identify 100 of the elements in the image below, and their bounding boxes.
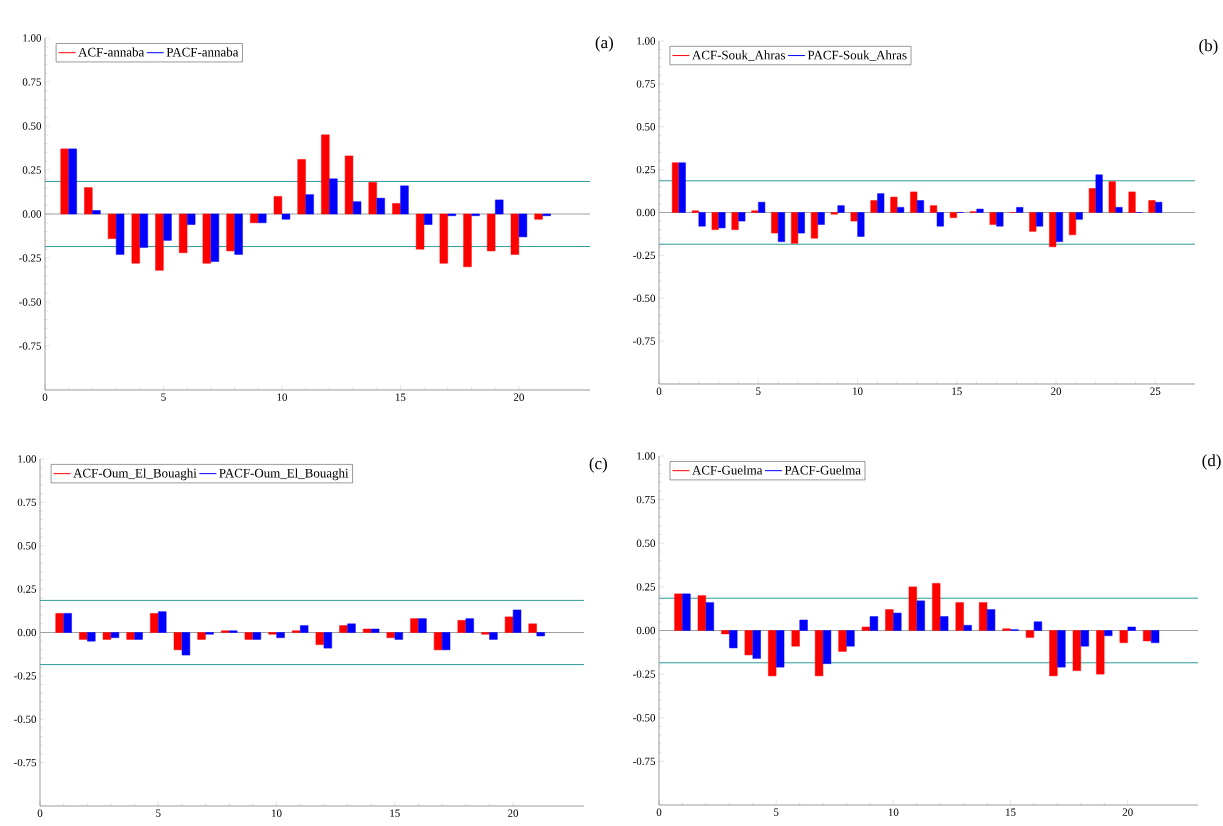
bar xyxy=(489,632,498,640)
y-tick-label: -0.25 xyxy=(14,672,37,680)
y-tick-label: 0.00 xyxy=(636,208,656,217)
bar xyxy=(744,630,753,656)
bar xyxy=(187,213,196,225)
bar xyxy=(368,182,377,215)
bar xyxy=(1049,630,1058,677)
bar xyxy=(178,213,188,253)
chart-title: (c) xyxy=(589,457,607,473)
bar xyxy=(674,593,683,631)
bar xyxy=(916,200,924,213)
legend-label: ACF-annaba xyxy=(78,47,145,57)
bar xyxy=(857,212,865,237)
legend-label: PACF-annaba xyxy=(166,47,239,57)
legend-label: ACF-Oum_El_Bouaghi xyxy=(73,468,197,481)
y-tick-label: 1.00 xyxy=(23,34,42,42)
bar xyxy=(989,212,997,225)
bar xyxy=(738,212,746,222)
bar xyxy=(102,632,112,640)
bar xyxy=(916,600,925,631)
legend-label: ACF-Souk_Ahras xyxy=(692,50,785,61)
bar xyxy=(457,620,466,633)
bar xyxy=(84,187,93,215)
bar xyxy=(682,593,691,631)
bar xyxy=(528,623,537,633)
bar xyxy=(870,200,878,213)
y-tick-label: -0.50 xyxy=(633,714,656,722)
bar xyxy=(234,213,243,255)
bar xyxy=(890,196,898,213)
x-tick-label: 10 xyxy=(272,809,282,817)
bar xyxy=(244,632,253,640)
bar xyxy=(799,619,808,631)
bar xyxy=(1155,201,1163,213)
chart-title: (d) xyxy=(1202,454,1221,470)
bar xyxy=(897,207,905,213)
bar xyxy=(1095,174,1103,213)
x-tick-label: 0 xyxy=(37,809,43,817)
chart-title: (a) xyxy=(595,36,613,52)
x-tick-label: 0 xyxy=(656,808,662,816)
y-tick-label: 0.75 xyxy=(22,78,42,86)
bar xyxy=(258,213,267,224)
bar xyxy=(697,595,707,631)
bar xyxy=(877,193,885,213)
bar xyxy=(315,632,324,645)
bar xyxy=(777,212,786,242)
bar xyxy=(776,630,785,668)
y-tick-label: 0.25 xyxy=(636,165,656,174)
bar xyxy=(986,609,996,631)
bar xyxy=(1119,630,1128,643)
bar xyxy=(791,630,800,647)
bar xyxy=(1029,212,1037,232)
y-tick-label: 0.50 xyxy=(636,123,656,131)
x-tick-label: 0 xyxy=(656,387,662,395)
bar xyxy=(1069,212,1077,236)
bar xyxy=(731,212,739,230)
bar xyxy=(181,632,191,656)
bar xyxy=(837,205,845,213)
bar xyxy=(996,212,1004,227)
x-tick-label: 5 xyxy=(156,809,161,817)
chart-title: (b) xyxy=(1199,39,1218,55)
y-tick-label: 1.00 xyxy=(637,452,656,460)
x-tick-label: 15 xyxy=(952,387,962,395)
bar xyxy=(1049,212,1057,248)
bar xyxy=(930,205,938,213)
bar xyxy=(771,212,779,234)
bar xyxy=(718,212,726,229)
bar xyxy=(252,632,262,640)
bar xyxy=(721,630,730,635)
x-tick-label: 10 xyxy=(853,387,863,395)
bar xyxy=(329,178,338,215)
y-tick-label: -0.25 xyxy=(19,254,42,262)
bar xyxy=(1036,212,1044,227)
bar xyxy=(418,618,427,633)
legend-label: PACF-Oum_El_Bouaghi xyxy=(219,468,349,481)
y-tick-label: 1.00 xyxy=(18,455,37,463)
bar xyxy=(110,632,120,638)
bar xyxy=(1104,630,1113,636)
bar xyxy=(979,602,988,631)
y-tick-label: 1.00 xyxy=(637,37,656,45)
x-tick-label: 15 xyxy=(395,393,406,401)
y-tick-label: -0.75 xyxy=(633,337,656,345)
bar xyxy=(1128,191,1136,213)
bar xyxy=(495,199,504,215)
bar xyxy=(1057,630,1066,668)
bar xyxy=(936,212,944,227)
x-tick-label: 20 xyxy=(508,809,519,817)
bar xyxy=(410,618,419,633)
bar xyxy=(386,632,395,638)
y-tick-label: -0.75 xyxy=(633,757,656,766)
bar xyxy=(339,625,348,633)
bar xyxy=(115,213,125,255)
bar xyxy=(424,213,433,225)
bar xyxy=(893,612,902,631)
bar xyxy=(869,616,879,631)
x-tick-label: 10 xyxy=(277,393,288,401)
bar xyxy=(305,194,314,215)
bar xyxy=(1016,207,1024,213)
x-tick-label: 20 xyxy=(513,393,524,401)
bar xyxy=(698,212,706,227)
x-tick-label: 15 xyxy=(390,809,400,817)
